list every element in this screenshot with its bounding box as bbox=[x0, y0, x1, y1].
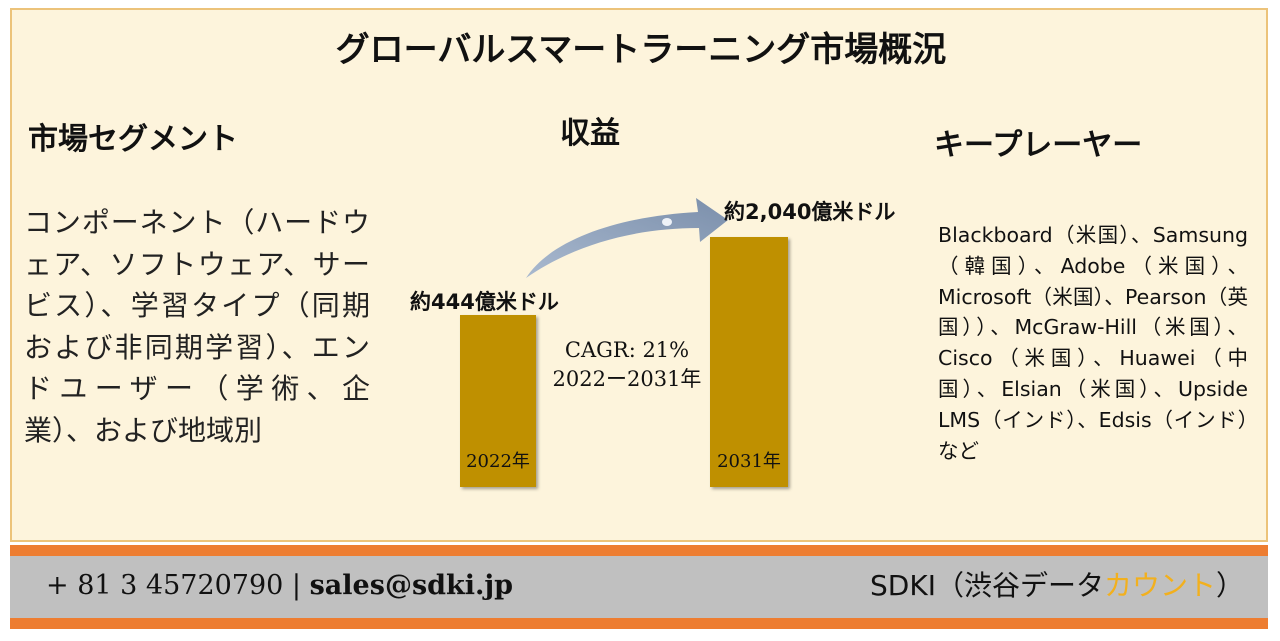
brand-prefix: SDKI（渋谷データ bbox=[870, 569, 1104, 602]
bar-2022: 2022年 bbox=[460, 315, 536, 487]
page-title: グローバルスマートラーニング市場概況 bbox=[335, 30, 947, 70]
infographic-panel: グローバルスマートラーニング市場概況 市場セグメント コンポーネント（ハードウェ… bbox=[10, 8, 1268, 542]
bar-label-2031: 2031年 bbox=[717, 451, 781, 472]
footer-stripe-bottom bbox=[10, 618, 1268, 629]
phone-number[interactable]: + 81 3 45720790 bbox=[46, 570, 284, 601]
footer-bar: + 81 3 45720790 | sales@sdki.jp SDKI（渋谷デ… bbox=[10, 556, 1268, 618]
growth-arrow-icon bbox=[526, 198, 728, 278]
bar-label-2022: 2022年 bbox=[466, 451, 530, 472]
value-label-2031: 約2,040億米ドル bbox=[724, 200, 896, 224]
key-players-heading: キープレーヤー bbox=[934, 128, 1143, 163]
revenue-heading: 収益 bbox=[560, 116, 620, 151]
cagr-label: CAGR: 21% 2022ー2031年 bbox=[542, 336, 712, 394]
cagr-period: 2022ー2031年 bbox=[552, 367, 702, 391]
value-label-2022: 約444億米ドル bbox=[410, 290, 559, 314]
email-link[interactable]: sales@sdki.jp bbox=[309, 570, 514, 601]
bar-2031: 2031年 bbox=[710, 237, 788, 487]
footer-stripe-top bbox=[10, 545, 1268, 556]
segments-heading: 市場セグメント bbox=[28, 122, 238, 157]
contact-separator: | bbox=[283, 570, 310, 601]
cagr-value: CAGR: 21% bbox=[564, 338, 690, 362]
contact-info: + 81 3 45720790 | sales@sdki.jp bbox=[46, 570, 513, 601]
brand-accent: カウント bbox=[1103, 569, 1216, 602]
brand-name: SDKI（渋谷データカウント） bbox=[870, 564, 1244, 604]
segments-text: コンポーネント（ハードウェア、ソフトウェア、サービス）、学習タイプ（同期および非… bbox=[24, 206, 370, 447]
key-players-text: Blackboard（米国）、Samsung（韓国）、Adobe（米国）、Mic… bbox=[938, 223, 1248, 463]
brand-suffix: ） bbox=[1215, 569, 1244, 602]
